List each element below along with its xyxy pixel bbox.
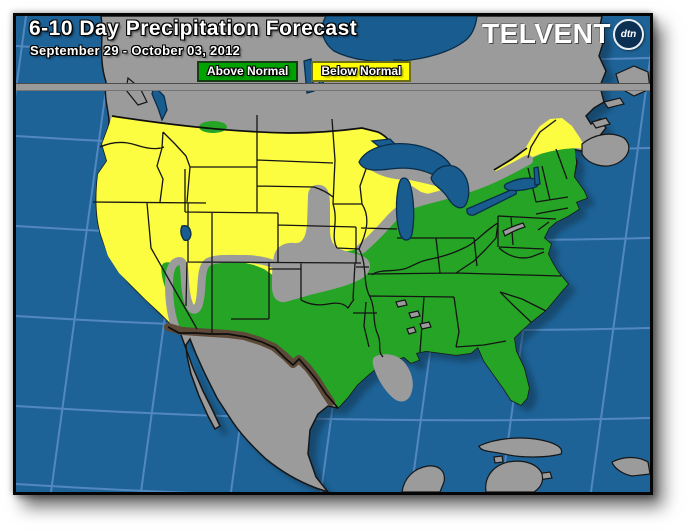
lake-ontario	[503, 177, 540, 192]
lake-champlain	[533, 166, 541, 186]
anticosti-island	[603, 97, 625, 109]
isla-juventud	[493, 455, 504, 464]
bahamas-3	[419, 321, 432, 330]
brand-logo: TELVENT dtn	[482, 18, 644, 50]
legend-item-below-normal: Below Normal	[311, 61, 412, 82]
forecast-map	[16, 16, 650, 492]
hispaniola	[611, 456, 650, 477]
prince-edward-island	[591, 117, 611, 129]
international-borders	[111, 115, 528, 409]
legend-item-above-normal: Above Normal	[197, 61, 299, 82]
transition-band-south-texas	[372, 354, 413, 402]
map-frame: 6-10 Day Precipitation Forecast Septembe…	[13, 13, 653, 495]
bahamas-4	[406, 326, 417, 335]
transition-band-plains-blob	[272, 184, 370, 303]
bahamas-1	[395, 299, 408, 308]
brand-name: TELVENT	[482, 18, 611, 49]
islands	[125, 65, 650, 492]
header-divider-bar	[16, 83, 650, 91]
yucatan-peninsula	[485, 460, 544, 492]
bahamas-2	[408, 310, 421, 319]
region-below-normal-maine	[494, 118, 586, 172]
puget-sound	[151, 84, 168, 122]
cuba	[478, 437, 563, 458]
legend: Above Normal Below Normal	[197, 61, 412, 82]
date-range: September 29 - October 03, 2012	[30, 43, 241, 58]
transition-band-midwest-northeast	[356, 155, 533, 254]
great-salt-lake	[180, 225, 192, 242]
state-boundaries	[92, 115, 569, 358]
nova-scotia	[581, 133, 630, 167]
dtn-badge-icon: dtn	[613, 18, 644, 50]
belize-guatemala	[401, 465, 445, 492]
lake-michigan	[395, 177, 415, 241]
transition-band-southwest	[165, 254, 282, 333]
long-island	[502, 222, 526, 237]
page-title: 6-10 Day Precipitation Forecast	[29, 17, 358, 40]
lake-huron	[430, 164, 470, 209]
